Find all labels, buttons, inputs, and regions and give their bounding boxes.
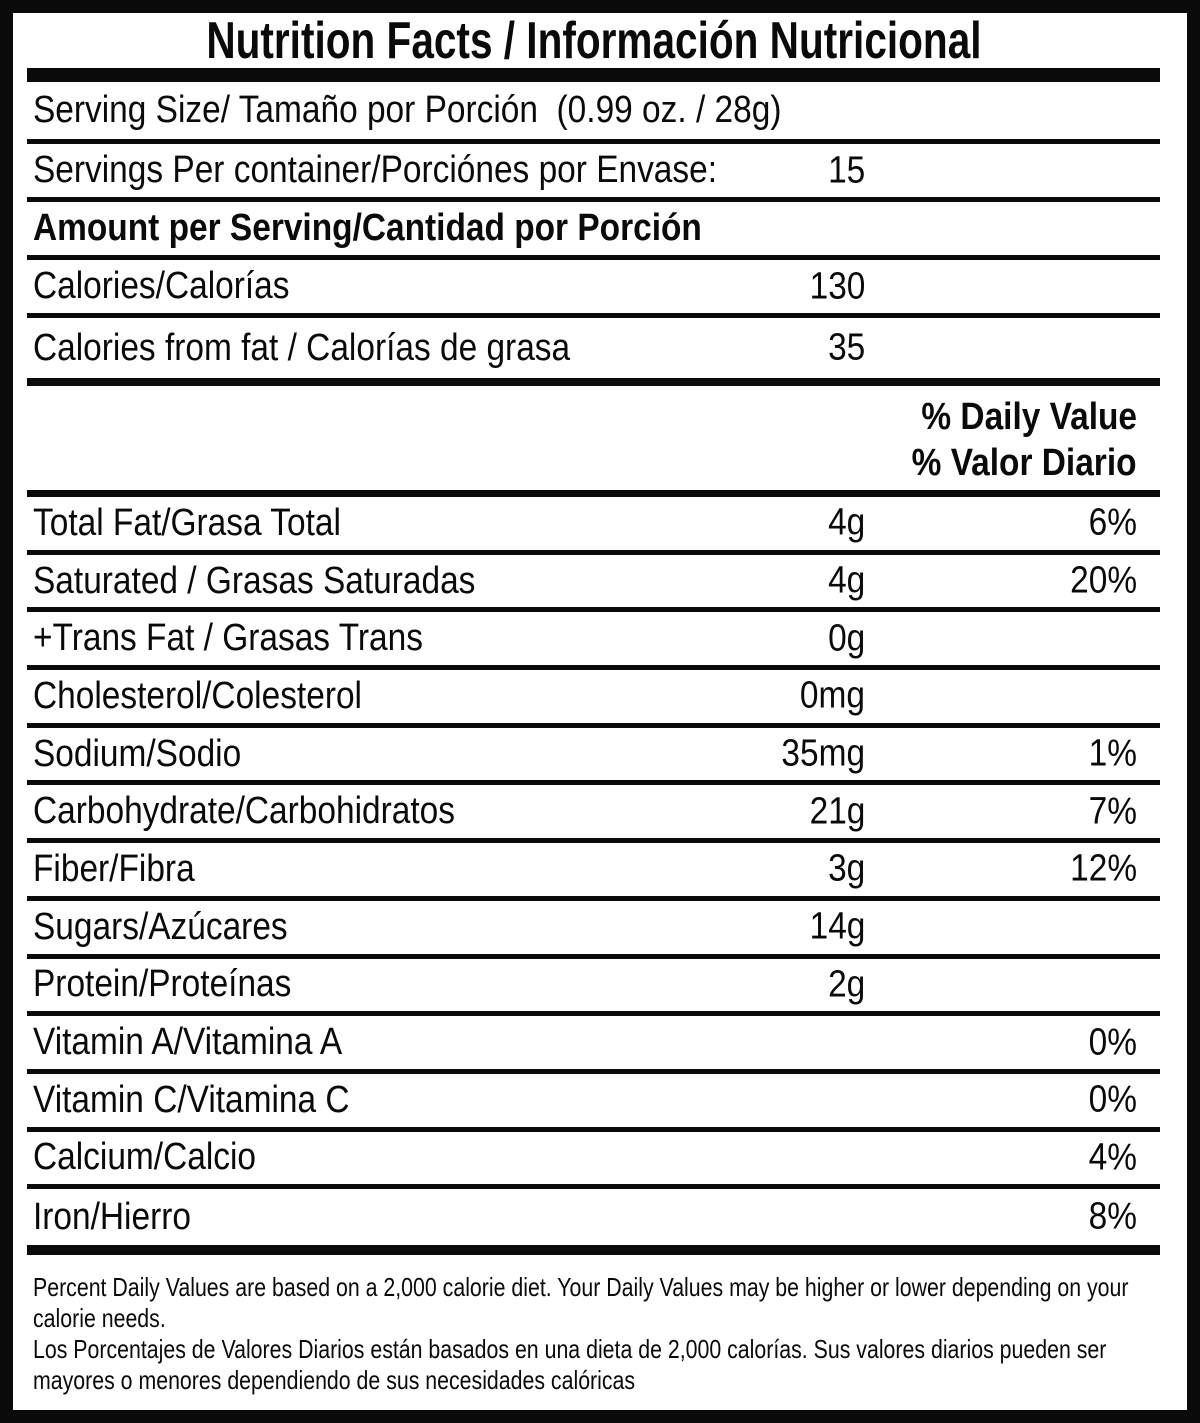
nutrient-label: Carbohydrate/Carbohidratos (33, 790, 455, 833)
nutrient-label: Sodium/Sodio (33, 732, 242, 775)
nutrient-daily-value: 0% (1088, 1078, 1137, 1121)
footnote-line: Los Porcentajes de Valores Diarios están… (33, 1333, 1107, 1364)
nutrient-amount: 0g (827, 617, 865, 660)
servings-per-container-row: Servings Per container/Porciónes por Env… (27, 144, 1160, 202)
calories-from-fat-label: Calories from fat / Calorías de grasa (33, 326, 571, 369)
servings-per-container-value: 15 (827, 149, 865, 191)
label-content: Nutrition Facts / Información Nutriciona… (27, 13, 1160, 1410)
nutrient-amount: 21g (809, 790, 865, 833)
nutrient-label: Vitamin A/Vitamina A (33, 1021, 343, 1064)
nutrient-row-calcium: Calcium/Calcio 4% (27, 1132, 1160, 1190)
footnote-line: Percent Daily Values are based on a 2,00… (33, 1271, 1129, 1302)
nutrient-daily-value: 7% (1088, 790, 1137, 833)
nutrient-amount: 2g (827, 963, 865, 1006)
nutrient-row-sodium: Sodium/Sodio 35mg 1% (27, 728, 1160, 786)
nutrient-daily-value: 8% (1088, 1195, 1137, 1238)
serving-size-row: Serving Size/ Tamaño por Porción (0.99 o… (27, 82, 1160, 144)
nutrient-daily-value: 20% (1070, 559, 1137, 602)
nutrient-row-vitamin-c: Vitamin C/Vitamina C 0% (27, 1074, 1160, 1132)
nutrient-amount: 35mg (781, 732, 865, 775)
calories-value: 130 (809, 265, 865, 307)
nutrient-daily-value: 6% (1088, 501, 1137, 544)
nutrient-label: Vitamin C/Vitamina C (33, 1078, 350, 1121)
nutrient-amount: 0mg (799, 674, 865, 717)
nutrient-amount: 4g (827, 501, 865, 544)
nutrient-amount: 4g (827, 559, 865, 602)
serving-size-label: Serving Size/ Tamaño por Porción (0.99 o… (33, 89, 782, 131)
label-title-row: Nutrition Facts / Información Nutriciona… (27, 11, 1160, 70)
footnote: Percent Daily Values are based on a 2,00… (27, 1255, 1160, 1410)
nutrient-label: Protein/Proteínas (33, 963, 292, 1006)
daily-value-header-en: % Daily Value (921, 395, 1137, 438)
amount-per-serving-row: Amount per Serving/Cantidad por Porción (27, 202, 1160, 260)
nutrient-label: +Trans Fat / Grasas Trans (33, 617, 423, 660)
nutrient-label: Total Fat/Grasa Total (33, 501, 341, 544)
amount-per-serving-header: Amount per Serving/Cantidad por Porción (33, 207, 702, 249)
nutrient-label: Cholesterol/Colesterol (33, 674, 362, 717)
nutrient-row-iron: Iron/Hierro 8% (27, 1189, 1160, 1255)
nutrient-daily-value: 12% (1070, 847, 1137, 890)
nutrient-row-saturated-fat: Saturated / Grasas Saturadas 4g 20% (27, 555, 1160, 613)
nutrient-row-total-fat: Total Fat/Grasa Total 4g 6% (27, 497, 1160, 555)
calories-label: Calories/Calorías (33, 265, 290, 307)
footnote-line: mayores o menores dependiendo de sus nec… (33, 1364, 636, 1395)
nutrient-row-protein: Protein/Proteínas 2g (27, 959, 1160, 1017)
nutrient-label: Iron/Hierro (33, 1195, 191, 1238)
calories-from-fat-value: 35 (827, 326, 865, 369)
nutrient-row-trans-fat: +Trans Fat / Grasas Trans 0g (27, 612, 1160, 671)
servings-per-container-label: Servings Per container/Porciónes por Env… (33, 149, 718, 191)
calories-row: Calories/Calorías 130 (27, 260, 1160, 318)
daily-value-header-block: % Daily Value % Valor Diario (27, 386, 1160, 497)
daily-value-header-es: % Valor Diario (912, 441, 1137, 484)
nutrient-row-carbohydrate: Carbohydrate/Carbohidratos 21g 7% (27, 785, 1160, 844)
nutrient-daily-value: 4% (1088, 1136, 1137, 1179)
nutrient-row-fiber: Fiber/Fibra 3g 12% (27, 843, 1160, 901)
nutrient-amount: 14g (809, 905, 865, 948)
nutrient-row-sugars: Sugars/Azúcares 14g (27, 901, 1160, 959)
calories-from-fat-row: Calories from fat / Calorías de grasa 35 (27, 318, 1160, 386)
footnote-line: calorie needs. (33, 1302, 166, 1333)
nutrient-daily-value: 1% (1088, 732, 1137, 775)
nutrient-row-vitamin-a: Vitamin A/Vitamina A 0% (27, 1016, 1160, 1074)
nutrient-label: Saturated / Grasas Saturadas (33, 559, 476, 602)
nutrient-label: Calcium/Calcio (33, 1136, 256, 1179)
nutrient-label: Sugars/Azúcares (33, 905, 288, 948)
title-separator-bar (27, 68, 1160, 82)
nutrient-amount: 3g (827, 847, 865, 890)
nutrient-row-cholesterol: Cholesterol/Colesterol 0mg (27, 670, 1160, 728)
nutrient-label: Fiber/Fibra (33, 847, 195, 890)
label-title: Nutrition Facts / Información Nutriciona… (205, 11, 982, 70)
nutrient-daily-value: 0% (1088, 1021, 1137, 1064)
